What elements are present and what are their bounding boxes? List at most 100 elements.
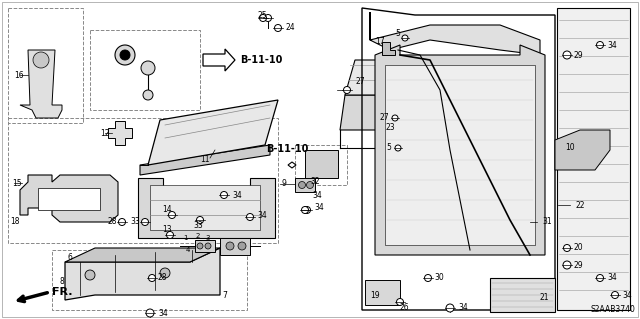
Text: 33: 33: [130, 218, 140, 226]
Text: 34: 34: [458, 303, 468, 313]
Text: 34: 34: [232, 190, 242, 199]
Circle shape: [259, 14, 266, 21]
Circle shape: [226, 242, 234, 250]
Polygon shape: [148, 100, 278, 165]
Polygon shape: [195, 240, 215, 252]
Text: 29: 29: [574, 50, 584, 60]
Text: 9: 9: [282, 180, 287, 189]
Text: 34: 34: [257, 211, 267, 219]
Text: 34: 34: [312, 190, 322, 199]
Text: 17: 17: [375, 38, 385, 47]
Circle shape: [146, 309, 154, 317]
Text: 34: 34: [314, 204, 324, 212]
Text: B-11-10: B-11-10: [240, 55, 282, 65]
Circle shape: [392, 115, 398, 121]
Circle shape: [298, 182, 305, 189]
Polygon shape: [140, 145, 270, 175]
Polygon shape: [557, 8, 630, 310]
Text: 34: 34: [607, 41, 617, 49]
Text: 13: 13: [162, 226, 172, 234]
Text: 3: 3: [205, 235, 209, 241]
Polygon shape: [382, 42, 395, 55]
Text: 28: 28: [157, 273, 166, 283]
Circle shape: [424, 275, 431, 281]
Polygon shape: [220, 238, 250, 255]
Text: 14: 14: [162, 205, 172, 214]
Text: 24: 24: [285, 24, 294, 33]
Polygon shape: [370, 12, 540, 55]
Circle shape: [33, 52, 49, 68]
Polygon shape: [345, 60, 425, 95]
Circle shape: [166, 232, 173, 239]
Circle shape: [303, 206, 310, 213]
Polygon shape: [295, 178, 315, 192]
Text: 28: 28: [108, 218, 118, 226]
Text: 34: 34: [607, 273, 617, 283]
Circle shape: [563, 261, 571, 269]
Polygon shape: [555, 130, 610, 170]
Polygon shape: [375, 45, 545, 255]
Text: 11: 11: [200, 155, 209, 165]
Text: 31: 31: [542, 218, 552, 226]
Text: 18: 18: [10, 218, 19, 226]
Text: 10: 10: [565, 144, 575, 152]
Polygon shape: [108, 121, 132, 145]
Text: 19: 19: [370, 291, 380, 300]
Bar: [52, 250, 247, 310]
Circle shape: [596, 275, 604, 281]
Polygon shape: [20, 50, 62, 118]
Circle shape: [141, 61, 155, 75]
Circle shape: [596, 41, 604, 48]
Circle shape: [141, 219, 148, 226]
Circle shape: [85, 270, 95, 280]
Text: FR.: FR.: [52, 287, 72, 297]
Circle shape: [395, 145, 401, 151]
Text: 23: 23: [385, 123, 395, 132]
Text: S2AAB3740: S2AAB3740: [590, 305, 635, 314]
Circle shape: [301, 206, 308, 213]
Text: 34: 34: [158, 308, 168, 317]
Circle shape: [221, 191, 227, 198]
Circle shape: [264, 14, 271, 21]
Polygon shape: [340, 95, 415, 130]
Text: 25: 25: [257, 11, 267, 19]
Text: 5: 5: [386, 144, 391, 152]
Text: 21: 21: [540, 293, 550, 302]
Polygon shape: [385, 65, 535, 245]
Circle shape: [168, 211, 175, 219]
Bar: [295, 145, 347, 185]
Circle shape: [205, 243, 211, 249]
Circle shape: [120, 50, 130, 60]
Text: 29: 29: [574, 261, 584, 270]
Polygon shape: [490, 278, 555, 312]
Circle shape: [402, 35, 408, 41]
Circle shape: [160, 268, 170, 278]
Polygon shape: [365, 280, 400, 305]
Text: 4: 4: [186, 247, 190, 253]
Circle shape: [563, 244, 570, 251]
Text: 8: 8: [60, 278, 65, 286]
Polygon shape: [138, 178, 275, 238]
Text: 15: 15: [12, 179, 22, 188]
Polygon shape: [150, 185, 260, 230]
Circle shape: [143, 90, 153, 100]
Polygon shape: [65, 248, 220, 262]
Circle shape: [611, 292, 618, 299]
Text: 6: 6: [68, 253, 73, 262]
Circle shape: [446, 304, 454, 312]
Text: B-11-10: B-11-10: [266, 144, 308, 154]
Text: 2: 2: [196, 233, 200, 239]
Circle shape: [118, 219, 125, 226]
Text: 7: 7: [222, 291, 227, 300]
Text: 27: 27: [380, 114, 390, 122]
Text: 34: 34: [622, 291, 632, 300]
Text: 33: 33: [193, 220, 203, 229]
Polygon shape: [203, 49, 235, 71]
Circle shape: [275, 25, 282, 32]
Text: 20: 20: [574, 243, 584, 253]
Text: 16: 16: [14, 70, 24, 79]
Polygon shape: [38, 188, 100, 210]
Polygon shape: [65, 248, 220, 300]
Bar: [8, 118, 278, 243]
Polygon shape: [305, 150, 338, 178]
